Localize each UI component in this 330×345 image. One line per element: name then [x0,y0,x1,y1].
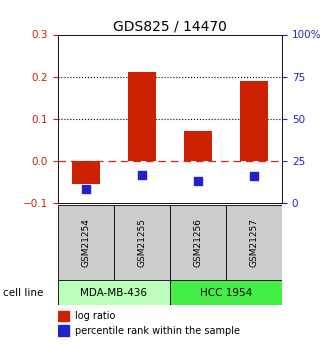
Text: log ratio: log ratio [75,311,115,321]
Text: MDA-MB-436: MDA-MB-436 [80,288,148,298]
Bar [58,280,170,305]
Bar [72,161,100,184]
Bar [240,81,268,161]
Text: GSM21256: GSM21256 [193,218,203,267]
Point [139,172,145,178]
Text: percentile rank within the sample: percentile rank within the sample [75,326,240,336]
Title: GDS825 / 14470: GDS825 / 14470 [113,19,227,33]
Bar [128,72,156,161]
Bar [226,205,282,280]
Bar [184,131,212,161]
Point [195,178,201,184]
Text: GSM21254: GSM21254 [81,218,90,267]
Point [251,173,257,179]
Point [83,186,88,191]
Text: cell line: cell line [3,288,44,298]
Text: HCC 1954: HCC 1954 [200,288,252,298]
Text: GSM21257: GSM21257 [249,218,259,267]
Bar [114,205,170,280]
Bar [58,311,69,321]
Bar [58,205,114,280]
Text: GSM21255: GSM21255 [137,218,147,267]
Bar [170,280,282,305]
Bar [170,205,226,280]
Bar [58,325,69,336]
